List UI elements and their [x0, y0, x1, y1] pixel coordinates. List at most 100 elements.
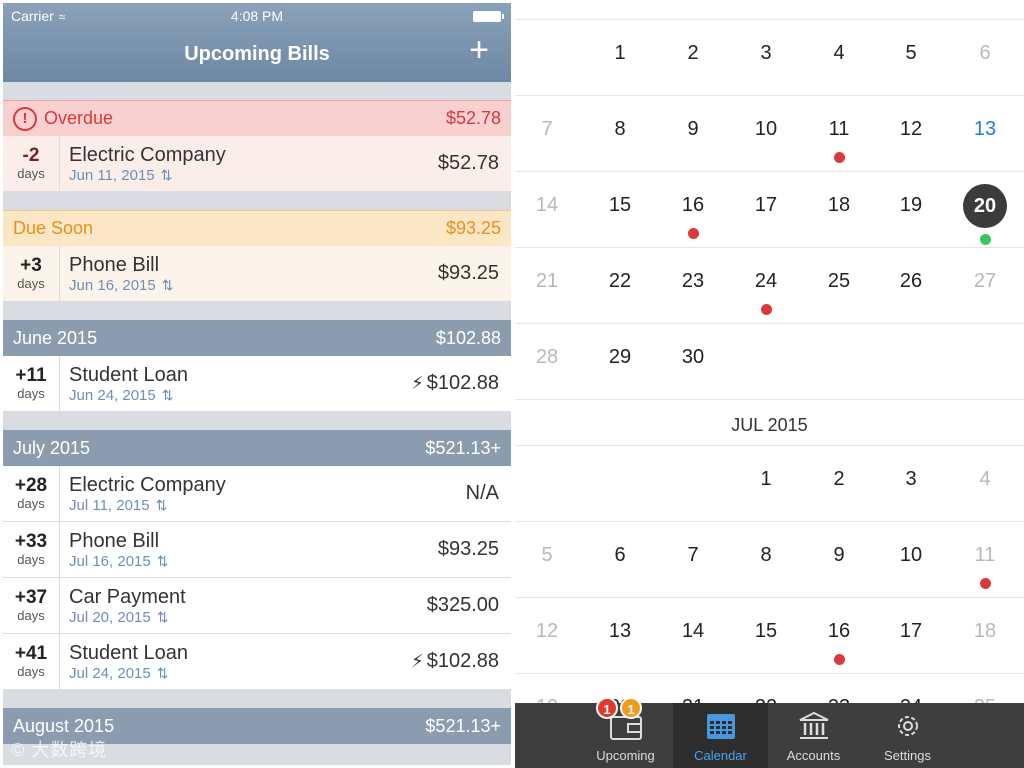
calendar-day[interactable]: 7 [541, 118, 553, 140]
calendar-day[interactable]: 1 [760, 468, 772, 490]
calendar-day[interactable]: 9 [687, 118, 699, 140]
tab-calendar[interactable]: Calendar [673, 703, 768, 768]
calendar-day[interactable]: 12 [899, 118, 923, 140]
days-counter: +37 days [3, 578, 60, 633]
calendar-icon [706, 714, 735, 739]
bill-date: Jun 24, 2015 ⇅ [69, 387, 174, 404]
section-total: $521.13+ [425, 715, 501, 736]
section-june: June 2015 $102.88 [3, 320, 511, 356]
bill-amount: N/A [465, 482, 499, 504]
calendar-day[interactable]: 5 [905, 42, 917, 64]
calendar-day[interactable]: 16 [803, 620, 875, 665]
tab-accounts[interactable]: Accounts [766, 703, 861, 768]
bill-name: Phone Bill [69, 254, 160, 276]
calendar-day[interactable]: 5 [541, 544, 553, 566]
calendar-day[interactable]: 2 [833, 468, 845, 490]
calendar-day[interactable]: 3 [905, 468, 917, 490]
calendar-day[interactable]: 19 [899, 194, 923, 216]
calendar-day[interactable]: 4 [833, 42, 845, 64]
calendar-day[interactable]: 11 [803, 118, 875, 163]
calendar-day[interactable]: 10 [754, 118, 778, 140]
bill-row[interactable]: +11 days Student Loan Jun 24, 2015 ⇅ ⚡︎ $1… [3, 356, 511, 412]
calendar-day[interactable]: 11 [949, 544, 1021, 589]
tab-settings[interactable]: Settings [860, 703, 955, 768]
calendar-day[interactable]: 27 [973, 270, 997, 292]
calendar-day[interactable]: 3 [760, 42, 772, 64]
bills-list: ! Overdue $52.78 -2 days Electric Compan… [3, 82, 511, 744]
calendar-day[interactable]: 29 [608, 346, 632, 368]
calendar-day[interactable]: 13 [608, 620, 632, 642]
wifi-icon: ≈ [58, 10, 66, 24]
calendar-day[interactable]: 17 [754, 194, 778, 216]
autopay-bolt-icon: ⚡︎ [411, 651, 424, 671]
bill-row[interactable]: +41 days Student Loan Jul 24, 2015 ⇅ ⚡︎ $1… [3, 634, 511, 690]
calendar-day[interactable]: 15 [608, 194, 632, 216]
calendar-day[interactable]: 22 [608, 270, 632, 292]
days-counter: +28 days [3, 466, 60, 521]
bill-name: Student Loan [69, 642, 188, 664]
bill-amount: $325.00 [426, 594, 499, 616]
calendar-day[interactable]: 6 [614, 544, 626, 566]
calendar-day[interactable]: 1 [614, 42, 626, 64]
calendar-day[interactable]: 13 [973, 118, 997, 140]
bill-date: Jul 20, 2015 ⇅ [69, 609, 169, 626]
calendar-day[interactable]: 25 [827, 270, 851, 292]
bill-row[interactable]: -2 days Electric Company Jun 11, 2015 ⇅ $… [3, 136, 511, 192]
bill-amount: $52.78 [437, 152, 499, 174]
bill-row[interactable]: +33 days Phone Bill Jul 16, 2015 ⇅ $93.25 [3, 522, 511, 578]
calendar-day[interactable]: 8 [760, 544, 772, 566]
repeat-icon: ⇅ [155, 497, 168, 513]
calendar-day[interactable]: 6 [979, 42, 991, 64]
bank-icon [799, 711, 828, 739]
calendar-day[interactable]: 14 [535, 194, 559, 216]
calendar-day[interactable]: 16 [657, 194, 729, 239]
calendar-day[interactable]: 21 [535, 270, 559, 292]
bill-date: Jul 16, 2015 ⇅ [69, 553, 169, 570]
repeat-icon: ⇅ [156, 553, 169, 569]
bill-due-dot [834, 152, 845, 163]
calendar-day[interactable]: 18 [973, 620, 997, 642]
calendar-day[interactable]: 15 [754, 620, 778, 642]
gear-icon [897, 716, 918, 736]
bill-row[interactable]: +3 days Phone Bill Jun 16, 2015 ⇅ $93.25 [3, 246, 511, 302]
bill-name: Electric Company [69, 144, 226, 166]
calendar-day[interactable]: 24 [730, 270, 802, 315]
calendar-day[interactable]: 30 [681, 346, 705, 368]
calendar-day[interactable]: 10 [899, 544, 923, 566]
calendar-day[interactable]: 14 [681, 620, 705, 642]
carrier-label: Carrier ≈ [11, 8, 66, 24]
calendar-day[interactable]: 20 [949, 184, 1021, 245]
calendar-week-row: 21 22 23 24 25 26 27 [515, 248, 1024, 324]
bill-date: Jul 24, 2015 ⇅ [69, 665, 169, 682]
add-bill-button[interactable]: + [469, 31, 489, 69]
section-due-soon: Due Soon $93.25 [3, 210, 511, 246]
calendar-day[interactable]: 4 [979, 468, 991, 490]
calendar-day[interactable]: 17 [899, 620, 923, 642]
calendar-grid: 1 2 3 4 5 6 7 8 9 10 11 12 13 14 15 16 17 18 19 20 21 22 23 24 2… [515, 0, 1024, 750]
calendar-day[interactable]: 9 [833, 544, 845, 566]
tab-label: Accounts [786, 748, 841, 763]
calendar-day[interactable]: 18 [827, 194, 851, 216]
repeat-icon: ⇅ [161, 277, 174, 293]
section-total: $93.25 [445, 218, 501, 238]
calendar-day[interactable]: 8 [614, 118, 626, 140]
bill-due-dot [834, 654, 845, 665]
calendar-day[interactable]: 12 [535, 620, 559, 642]
bill-amount: $93.25 [437, 262, 499, 284]
calendar-day[interactable]: 7 [687, 544, 699, 566]
bill-due-dot [980, 234, 991, 245]
days-counter: +11 days [3, 356, 60, 411]
navigation-bar: Carrier ≈ 4:08 PM Upcoming Bills + [3, 3, 511, 82]
bill-amount: $93.25 [437, 538, 499, 560]
month-header: JUL 2015 [515, 400, 1024, 446]
section-august: August 2015 $521.13+ [3, 708, 511, 744]
section-label: August 2015 [13, 715, 115, 736]
calendar-day[interactable]: 26 [899, 270, 923, 292]
calendar-day[interactable]: 28 [535, 346, 559, 368]
calendar-day[interactable]: 2 [687, 42, 699, 64]
calendar-day[interactable]: 23 [681, 270, 705, 292]
bill-row[interactable]: +37 days Car Payment Jul 20, 2015 ⇅ $325.… [3, 578, 511, 634]
clock: 4:08 PM [230, 8, 284, 24]
tab-upcoming[interactable]: 1 1 Upcoming [578, 697, 673, 768]
bill-row[interactable]: +28 days Electric Company Jul 11, 2015 ⇅ … [3, 466, 511, 522]
